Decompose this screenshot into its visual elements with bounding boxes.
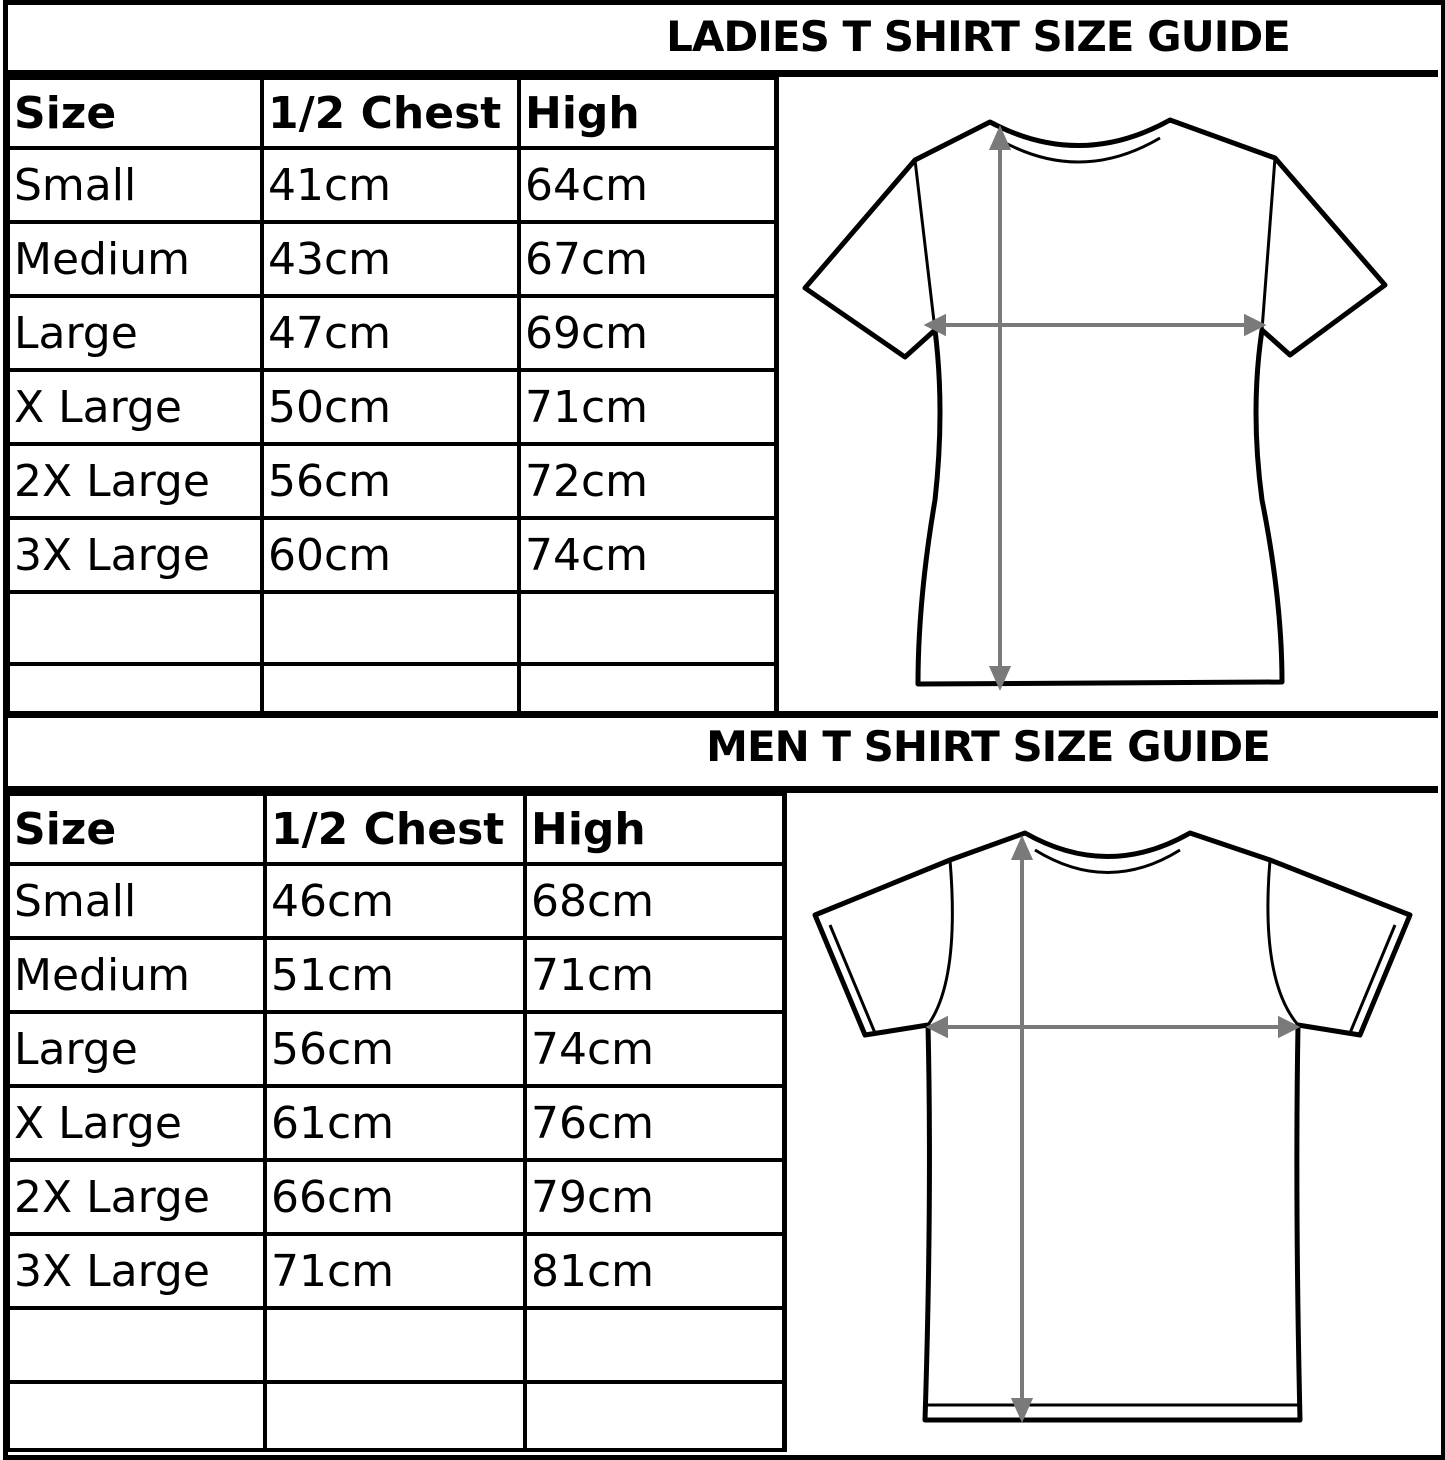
size-cell: 3X Large bbox=[6, 1232, 267, 1310]
table-row: X Large 50cm 71cm bbox=[6, 368, 779, 446]
size-cell: 2X Large bbox=[6, 442, 264, 520]
table-row: Large 56cm 74cm bbox=[6, 1010, 787, 1088]
men-size-table: Size 1/2 Chest High Small 46cm 68cm Medium 51cm… bbox=[6, 792, 787, 1452]
table-row: Medium 43cm 67cm bbox=[6, 220, 779, 298]
size-cell: Large bbox=[6, 1010, 267, 1088]
size-cell: 3X Large bbox=[6, 516, 264, 594]
chest-cell: 1/2 Chest bbox=[260, 76, 521, 150]
high-cell: High bbox=[523, 792, 787, 866]
table-row: 3X Large 60cm 74cm bbox=[6, 516, 779, 594]
table-row: X Large 61cm 76cm bbox=[6, 1084, 787, 1162]
table-row: 2X Large 66cm 79cm bbox=[6, 1158, 787, 1236]
table-header-row: Size 1/2 Chest High bbox=[6, 76, 779, 150]
high-cell bbox=[517, 590, 779, 666]
chest-cell: 50cm bbox=[260, 368, 521, 446]
table-row: 2X Large 56cm 72cm bbox=[6, 442, 779, 520]
high-cell: 72cm bbox=[517, 442, 779, 520]
chest-cell: 66cm bbox=[263, 1158, 527, 1236]
high-cell: High bbox=[517, 76, 779, 150]
chest-cell: 56cm bbox=[260, 442, 521, 520]
table-row: 3X Large 71cm 81cm bbox=[6, 1232, 787, 1310]
table-row bbox=[6, 1306, 787, 1384]
chest-cell: 56cm bbox=[263, 1010, 527, 1088]
chest-cell: 71cm bbox=[263, 1232, 527, 1310]
men-title: MEN T SHIRT SIZE GUIDE bbox=[706, 722, 1271, 771]
size-cell bbox=[6, 1306, 267, 1384]
size-cell: 2X Large bbox=[6, 1158, 267, 1236]
size-cell bbox=[6, 590, 264, 666]
table-row bbox=[6, 590, 779, 666]
table-row: Large 47cm 69cm bbox=[6, 294, 779, 372]
high-cell bbox=[517, 662, 779, 716]
high-cell: 79cm bbox=[523, 1158, 787, 1236]
high-cell: 74cm bbox=[517, 516, 779, 594]
high-cell: 68cm bbox=[523, 862, 787, 940]
size-cell: Size bbox=[6, 76, 264, 150]
size-cell: Size bbox=[6, 792, 267, 866]
section-divider bbox=[8, 711, 1438, 718]
chest-cell: 47cm bbox=[260, 294, 521, 372]
chest-cell: 51cm bbox=[263, 936, 527, 1014]
size-cell: X Large bbox=[6, 1084, 267, 1162]
size-cell: Medium bbox=[6, 220, 264, 298]
table-row: Medium 51cm 71cm bbox=[6, 936, 787, 1014]
high-cell: 71cm bbox=[517, 368, 779, 446]
high-cell: 74cm bbox=[523, 1010, 787, 1088]
high-cell: 81cm bbox=[523, 1232, 787, 1310]
table-row: Small 46cm 68cm bbox=[6, 862, 787, 940]
size-cell bbox=[6, 1380, 267, 1452]
table-row: Small 41cm 64cm bbox=[6, 146, 779, 224]
chest-cell: 43cm bbox=[260, 220, 521, 298]
high-cell: 67cm bbox=[517, 220, 779, 298]
chest-cell bbox=[260, 590, 521, 666]
high-cell: 71cm bbox=[523, 936, 787, 1014]
table-row bbox=[6, 662, 779, 716]
size-cell: Medium bbox=[6, 936, 267, 1014]
table-row bbox=[6, 1380, 787, 1452]
chest-cell bbox=[260, 662, 521, 716]
chest-cell: 61cm bbox=[263, 1084, 527, 1162]
size-cell: Small bbox=[6, 862, 267, 940]
chest-cell: 46cm bbox=[263, 862, 527, 940]
chest-cell: 1/2 Chest bbox=[263, 792, 527, 866]
high-cell: 76cm bbox=[523, 1084, 787, 1162]
high-cell: 64cm bbox=[517, 146, 779, 224]
table-header-row: Size 1/2 Chest High bbox=[6, 792, 787, 866]
men-title-divider bbox=[8, 786, 1438, 793]
high-cell bbox=[523, 1306, 787, 1384]
chest-cell bbox=[263, 1306, 527, 1384]
size-cell: X Large bbox=[6, 368, 264, 446]
size-cell bbox=[6, 662, 264, 716]
high-cell bbox=[523, 1380, 787, 1452]
size-cell: Small bbox=[6, 146, 264, 224]
high-cell: 69cm bbox=[517, 294, 779, 372]
chest-cell: 41cm bbox=[260, 146, 521, 224]
ladies-size-table: Size 1/2 Chest High Small 41cm 64cm Medium 43cm… bbox=[6, 76, 779, 716]
chest-cell: 60cm bbox=[260, 516, 521, 594]
ladies-title: LADIES T SHIRT SIZE GUIDE bbox=[666, 12, 1291, 61]
chest-cell bbox=[263, 1380, 527, 1452]
ladies-title-divider bbox=[8, 70, 1438, 77]
size-cell: Large bbox=[6, 294, 264, 372]
